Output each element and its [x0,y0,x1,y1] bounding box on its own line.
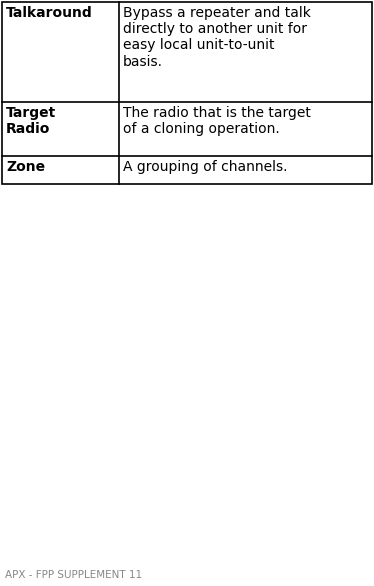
Text: Bypass a repeater and talk
directly to another unit for
easy local unit-to-unit
: Bypass a repeater and talk directly to a… [123,6,310,69]
Text: Zone: Zone [6,160,45,174]
Bar [2,2,372,184]
Text: Talkaround: Talkaround [6,6,93,20]
Text: APX - FPP SUPPLEMENT 11: APX - FPP SUPPLEMENT 11 [5,570,142,580]
Text: Target
Radio: Target Radio [6,106,56,136]
Text: The radio that is the target
of a cloning operation.: The radio that is the target of a clonin… [123,106,310,136]
Text: A grouping of channels.: A grouping of channels. [123,160,287,174]
